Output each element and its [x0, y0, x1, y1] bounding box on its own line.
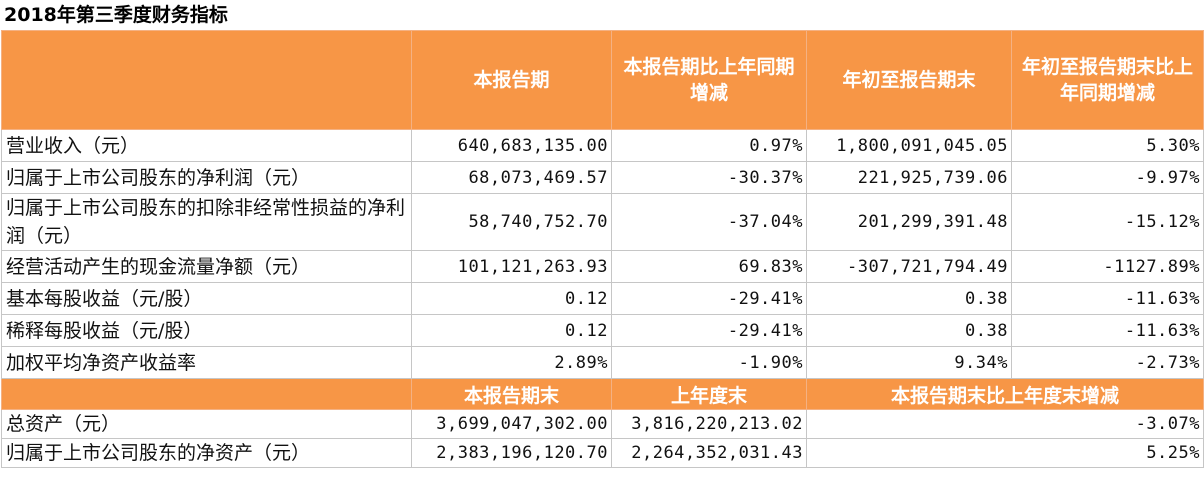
cell-current-period-yoy: -30.37% — [611, 161, 807, 194]
row-label: 加权平均净资产收益率 — [1, 346, 412, 379]
row-label: 归属于上市公司股东的净利润（元） — [1, 161, 412, 194]
cell-ytd: 1,800,091,045.05 — [806, 129, 1012, 162]
header-empty-cell — [1, 30, 412, 130]
table-row: 归属于上市公司股东的扣除非经常性损益的净利润（元） 58,740,752.70 … — [1, 193, 1204, 251]
cell-period-end: 2,383,196,120.70 — [411, 438, 612, 468]
table-subheader-row: 本报告期末 上年度末 本报告期末比上年度末增减 — [1, 378, 1204, 410]
row-label: 归属于上市公司股东的净资产（元） — [1, 438, 412, 468]
financial-indicators-table: 本报告期 本报告期比上年同期增减 年初至报告期末 年初至报告期末比上年同期增减 … — [1, 30, 1204, 468]
table-row: 总资产（元） 3,699,047,302.00 3,816,220,213.02… — [1, 409, 1204, 439]
cell-ytd-yoy: -11.63% — [1011, 282, 1204, 315]
page-title: 2018年第三季度财务指标 — [4, 4, 228, 26]
row-label: 经营活动产生的现金流量净额（元） — [1, 250, 412, 283]
cell-current-period: 68,073,469.57 — [411, 161, 612, 194]
cell-prior-year-end: 3,816,220,213.02 — [611, 409, 807, 439]
cell-current-period: 101,121,263.93 — [411, 250, 612, 283]
cell-ytd: 221,925,739.06 — [806, 161, 1012, 194]
row-label: 营业收入（元） — [1, 129, 412, 162]
cell-prior-year-end: 2,264,352,031.43 — [611, 438, 807, 468]
cell-ytd-yoy: -1127.89% — [1011, 250, 1204, 283]
cell-ytd: 0.38 — [806, 314, 1012, 347]
cell-ytd: 0.38 — [806, 282, 1012, 315]
cell-current-period: 640,683,135.00 — [411, 129, 612, 162]
row-label: 基本每股收益（元/股） — [1, 282, 412, 315]
header-ytd: 年初至报告期末 — [806, 30, 1012, 130]
subheader-prior-year-end: 上年度末 — [611, 378, 807, 410]
cell-ytd: 201,299,391.48 — [806, 193, 1012, 251]
cell-current-period: 2.89% — [411, 346, 612, 379]
cell-current-period-yoy: 0.97% — [611, 129, 807, 162]
table-row: 基本每股收益（元/股） 0.12 -29.41% 0.38 -11.63% — [1, 282, 1204, 315]
cell-current-period-yoy: -37.04% — [611, 193, 807, 251]
header-ytd-yoy: 年初至报告期末比上年同期增减 — [1011, 30, 1204, 130]
cell-current-period-yoy: -29.41% — [611, 282, 807, 315]
row-label: 稀释每股收益（元/股） — [1, 314, 412, 347]
cell-current-period-yoy: 69.83% — [611, 250, 807, 283]
cell-current-period: 58,740,752.70 — [411, 193, 612, 251]
cell-ytd: -307,721,794.49 — [806, 250, 1012, 283]
table-row: 经营活动产生的现金流量净额（元） 101,121,263.93 69.83% -… — [1, 250, 1204, 283]
cell-current-period-yoy: -29.41% — [611, 314, 807, 347]
cell-current-period-yoy: -1.90% — [611, 346, 807, 379]
table-header-row: 本报告期 本报告期比上年同期增减 年初至报告期末 年初至报告期末比上年同期增减 — [1, 30, 1204, 130]
row-label: 归属于上市公司股东的扣除非经常性损益的净利润（元） — [1, 193, 412, 251]
cell-change: -3.07% — [806, 409, 1204, 439]
table-row: 营业收入（元） 640,683,135.00 0.97% 1,800,091,0… — [1, 129, 1204, 162]
table-row: 稀释每股收益（元/股） 0.12 -29.41% 0.38 -11.63% — [1, 314, 1204, 347]
cell-ytd-yoy: -2.73% — [1011, 346, 1204, 379]
subheader-empty-cell — [1, 378, 412, 410]
subheader-change-vs-prior-year-end: 本报告期末比上年度末增减 — [806, 378, 1204, 410]
cell-ytd-yoy: -9.97% — [1011, 161, 1204, 194]
cell-current-period: 0.12 — [411, 314, 612, 347]
cell-ytd-yoy: -15.12% — [1011, 193, 1204, 251]
header-current-period-yoy: 本报告期比上年同期增减 — [611, 30, 807, 130]
row-label: 总资产（元） — [1, 409, 412, 439]
cell-ytd-yoy: 5.30% — [1011, 129, 1204, 162]
subheader-period-end: 本报告期末 — [411, 378, 612, 410]
cell-change: 5.25% — [806, 438, 1204, 468]
cell-ytd-yoy: -11.63% — [1011, 314, 1204, 347]
table-row: 归属于上市公司股东的净资产（元） 2,383,196,120.70 2,264,… — [1, 438, 1204, 468]
table-row: 加权平均净资产收益率 2.89% -1.90% 9.34% -2.73% — [1, 346, 1204, 379]
table-row: 归属于上市公司股东的净利润（元） 68,073,469.57 -30.37% 2… — [1, 161, 1204, 194]
header-current-period: 本报告期 — [411, 30, 612, 130]
cell-current-period: 0.12 — [411, 282, 612, 315]
cell-ytd: 9.34% — [806, 346, 1012, 379]
cell-period-end: 3,699,047,302.00 — [411, 409, 612, 439]
